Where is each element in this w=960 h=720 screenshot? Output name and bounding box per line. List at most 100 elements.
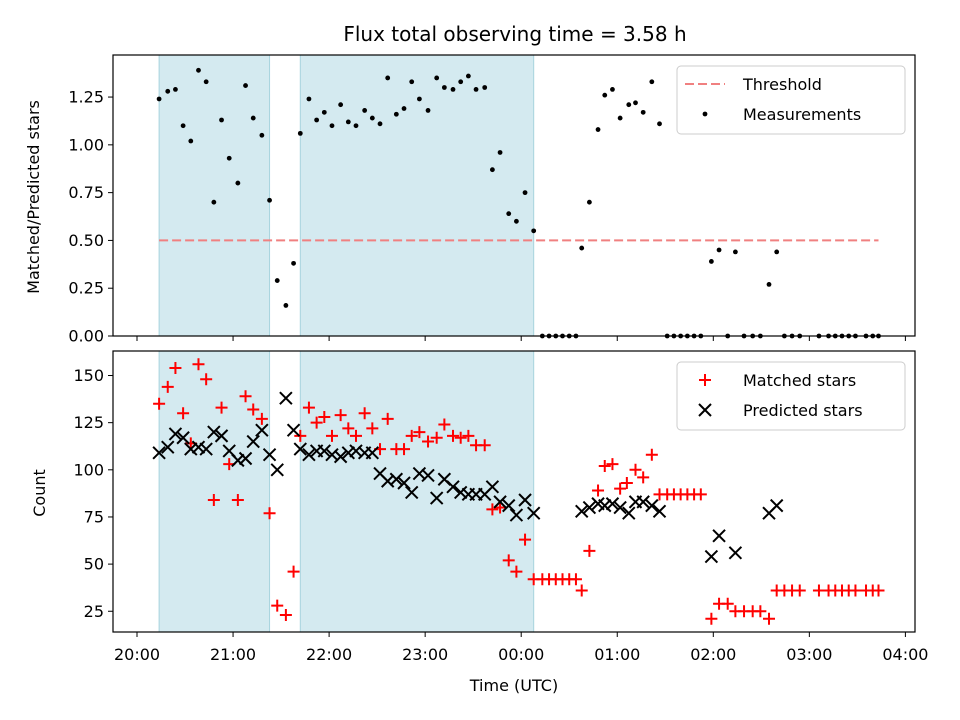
measurement-point (626, 102, 632, 108)
matched-star-point (614, 482, 627, 495)
predicted-star-point (598, 498, 612, 513)
measurement-point (586, 199, 592, 205)
predicted-star-point (575, 504, 589, 519)
matched-star-point (598, 460, 611, 473)
legend-box (676, 65, 906, 135)
predicted-star-point (582, 500, 597, 515)
matched-star-point (606, 458, 619, 471)
predicted-star-point (728, 546, 743, 560)
matched-star-point (358, 407, 371, 420)
measurement-point (640, 109, 646, 115)
legend: Matched stars Predicted stars (676, 361, 906, 431)
y-tick-label: 150 (73, 366, 104, 385)
measurement-point (377, 121, 383, 127)
predicted-star-point (622, 506, 636, 520)
measurement-point (321, 109, 327, 115)
predicted-star-point (199, 442, 213, 456)
matched-star-point (462, 429, 475, 442)
predicted-star-point (518, 493, 532, 507)
top-panel: 0.00 0.25 0.50 0.75 1.00 1.25 Threshold Measure… (68, 54, 916, 346)
y-tick-label: 125 (73, 413, 104, 432)
measurement-point (649, 79, 655, 85)
measurement-point (393, 111, 399, 117)
measurement-point (617, 115, 623, 121)
measurement-point (465, 73, 471, 79)
y-tick-label: 1.25 (68, 88, 104, 107)
matched-star-point (342, 422, 355, 435)
measurement-point (274, 278, 280, 283)
measurement-point (297, 130, 303, 136)
predicted-star-point (605, 497, 620, 511)
measurement-point (450, 87, 456, 92)
predicted-star-point (405, 485, 419, 500)
measurement-point (329, 123, 335, 129)
predicted-star-point (652, 504, 667, 519)
predicted-star-point (246, 434, 260, 449)
predicted-star-point (397, 476, 411, 490)
matched-star-point (279, 609, 292, 622)
matched-star-point (207, 493, 220, 506)
y-tick-label: 25 (84, 602, 104, 621)
measurement-point (156, 96, 162, 102)
matched-star-point (263, 507, 276, 520)
matched-star-point (325, 429, 338, 442)
top-y-axis-label: Matched/Predicted stars (24, 100, 43, 294)
predicted-star-point (712, 529, 726, 543)
x-tick-label: 20:00 (114, 645, 160, 664)
measurement-point (506, 211, 512, 217)
predicted-star-point (302, 448, 316, 462)
bottom-y-axis-label: Count (30, 469, 49, 517)
x-tick-label: 23:00 (402, 645, 448, 664)
y-tick-label: 0.25 (68, 279, 104, 298)
predicted-star-point (429, 491, 444, 505)
y-tick-label: 0.50 (68, 231, 104, 250)
matched-star-point (872, 584, 885, 597)
measurement-point (579, 245, 585, 251)
measurement-point (595, 127, 601, 132)
matched-star-point (637, 471, 650, 484)
matched-star-point (334, 409, 347, 422)
matched-star-point (310, 416, 323, 429)
measurement-point (219, 117, 224, 123)
predicted-star-point (341, 446, 356, 460)
measurement-point (522, 190, 528, 196)
measurement-point (766, 281, 772, 287)
predicted-star-point (207, 425, 221, 439)
measurement-point (196, 67, 201, 73)
measurement-point (173, 87, 178, 92)
legend-marker (698, 403, 712, 417)
axes-frame (112, 350, 916, 633)
matched-star-point (694, 488, 707, 501)
measurement-point (362, 108, 368, 113)
matched-star-point (629, 463, 642, 476)
matched-star-point (478, 439, 491, 452)
legend-label: Threshold (742, 75, 822, 94)
matched-star-point (294, 429, 307, 442)
predicted-star-point (152, 446, 166, 460)
measurement-point (211, 199, 217, 205)
x-axis-label: Time (UTC) (469, 676, 558, 695)
measurement-point (283, 303, 289, 308)
measurement-point (180, 123, 186, 129)
predicted-star-point (286, 423, 301, 437)
measurement-point (497, 150, 503, 155)
matched-star-point (592, 484, 605, 497)
bottom-panel: 25 50 75 100 125 150 20:00 21:00 22:00 23:00 00:00… (73, 350, 928, 664)
matched-star-point (381, 412, 394, 425)
measurement-point (732, 249, 738, 255)
matched-star-point (519, 533, 532, 546)
measurement-point (369, 115, 375, 121)
matched-star-point (793, 584, 806, 597)
matched-star-point (754, 605, 767, 618)
predicted-star-point (161, 440, 175, 454)
measurement-point (235, 180, 241, 186)
matched-star-point (287, 565, 300, 578)
matched-star-point (645, 448, 658, 461)
legend-label: Measurements (743, 105, 861, 124)
matched-star-point (569, 573, 582, 586)
measurement-point (226, 155, 232, 161)
y-tick-label: 1.00 (68, 135, 104, 154)
predicted-star-point (389, 472, 404, 486)
predicted-star-point (238, 451, 253, 466)
predicted-star-point (769, 498, 784, 513)
